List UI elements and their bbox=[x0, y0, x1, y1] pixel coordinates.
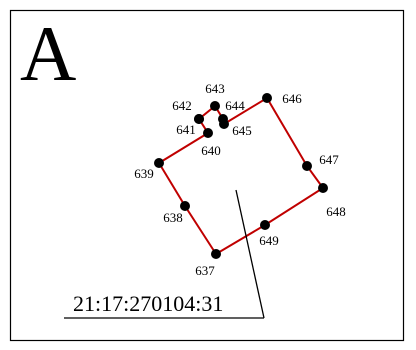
boundary-point-638 bbox=[180, 201, 190, 211]
point-label-640: 640 bbox=[201, 143, 221, 158]
point-label-644: 644 bbox=[225, 98, 245, 113]
point-label-646: 646 bbox=[282, 91, 302, 106]
point-label-639: 639 bbox=[134, 166, 154, 181]
boundary-point-639 bbox=[154, 158, 164, 168]
point-label-643: 643 bbox=[205, 81, 225, 96]
boundary-point-637 bbox=[211, 249, 221, 259]
map-frame bbox=[9, 9, 405, 342]
boundary-point-646 bbox=[262, 93, 272, 103]
boundary-point-642 bbox=[194, 114, 204, 124]
point-label-641: 641 bbox=[176, 122, 196, 137]
boundary-point-645 bbox=[219, 119, 229, 129]
point-label-638: 638 bbox=[163, 210, 183, 225]
point-label-642: 642 bbox=[172, 98, 192, 113]
cadastral-number: 21:17:270104:31 bbox=[73, 291, 223, 316]
cadastral-leader-line bbox=[235, 189, 265, 319]
boundary-point-649 bbox=[260, 220, 270, 230]
point-label-645: 645 bbox=[232, 123, 252, 138]
boundary-point-643 bbox=[210, 101, 220, 111]
boundary-point-647 bbox=[302, 161, 312, 171]
boundary-point-648 bbox=[318, 183, 328, 193]
point-label-648: 648 bbox=[326, 204, 346, 219]
point-label-637: 637 bbox=[195, 263, 215, 278]
point-label-647: 647 bbox=[319, 152, 339, 167]
sheet-letter: A bbox=[20, 10, 76, 97]
boundary-point-640 bbox=[203, 128, 213, 138]
point-label-649: 649 bbox=[259, 233, 279, 248]
